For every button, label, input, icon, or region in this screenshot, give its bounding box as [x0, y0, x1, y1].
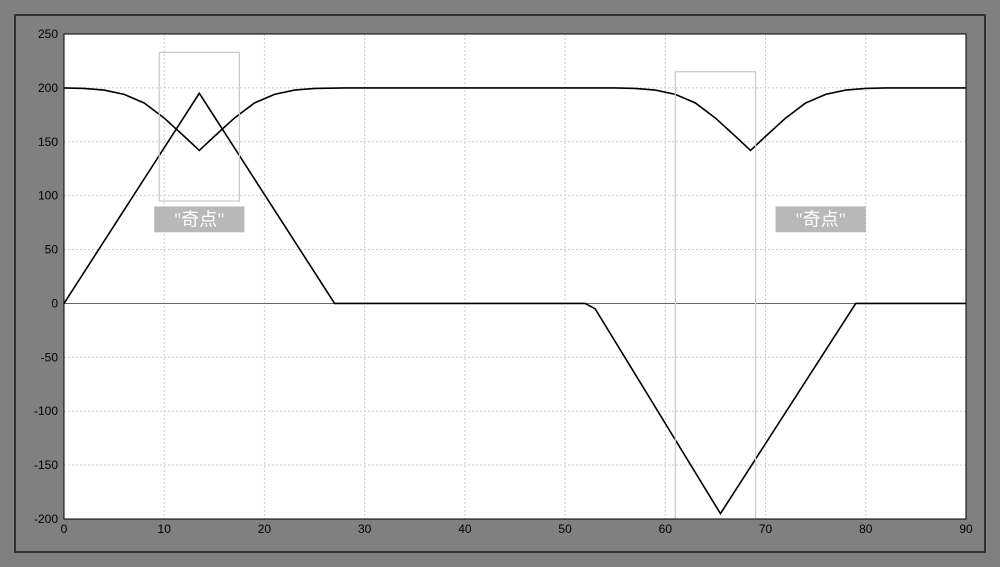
ytick-label: -150 — [34, 458, 58, 472]
ytick-label: 200 — [38, 81, 58, 95]
xtick-label: 20 — [258, 522, 272, 536]
ytick-label: -100 — [34, 404, 58, 418]
annot-right-text: "奇点" — [795, 209, 846, 229]
annot-left-text: "奇点" — [174, 209, 225, 229]
xtick-label: 80 — [859, 522, 873, 536]
ytick-label: -200 — [34, 512, 58, 526]
figure-panel: "奇点" "奇点" 0 10 20 30 40 50 60 70 80 90 -200 -150 -100 -… — [14, 14, 986, 553]
ytick-label: 0 — [51, 296, 58, 310]
ytick-label: -50 — [41, 350, 59, 364]
ytick-label: 100 — [38, 189, 58, 203]
xtick-label: 30 — [358, 522, 372, 536]
plot-area — [64, 34, 966, 519]
xtick-label: 0 — [61, 522, 68, 536]
chart-svg: "奇点" "奇点" 0 10 20 30 40 50 60 70 80 90 -200 -150 -100 -… — [24, 24, 976, 543]
xtick-label: 50 — [558, 522, 572, 536]
xtick-label: 70 — [759, 522, 773, 536]
ytick-label: 50 — [45, 243, 59, 257]
xtick-label: 40 — [458, 522, 472, 536]
xtick-label: 10 — [158, 522, 172, 536]
xtick-label: 90 — [959, 522, 973, 536]
ytick-label: 150 — [38, 135, 58, 149]
ytick-label: 250 — [38, 27, 58, 41]
figure-frame: "奇点" "奇点" 0 10 20 30 40 50 60 70 80 90 -200 -150 -100 -… — [0, 0, 1000, 567]
xtick-label: 60 — [659, 522, 673, 536]
